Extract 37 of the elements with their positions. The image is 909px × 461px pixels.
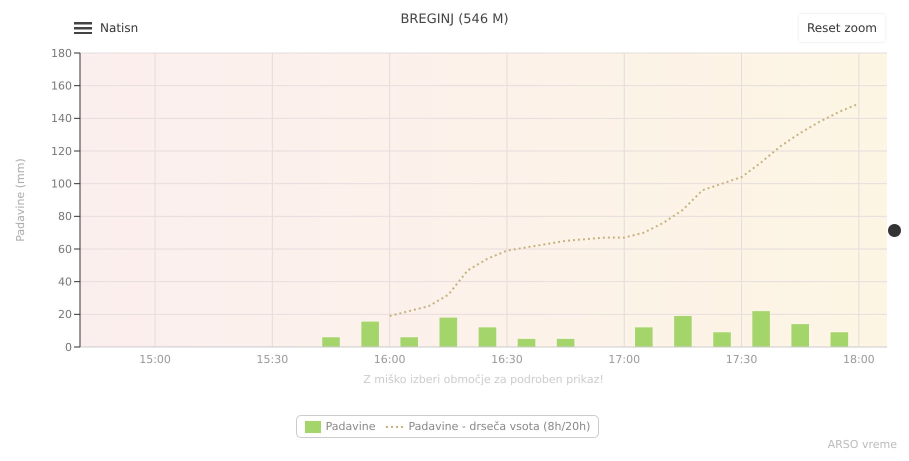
x-tick-label: 15:30 (256, 352, 288, 366)
x-tick-label: 16:00 (374, 352, 406, 366)
x-tick-label: 17:00 (608, 352, 640, 366)
y-axis-title: Padavine (mm) (14, 158, 27, 242)
x-tick-label: 16:30 (491, 352, 523, 366)
y-tick-label: 60 (58, 242, 72, 256)
bar (440, 318, 458, 347)
x-tick-label: 18:00 (842, 352, 875, 366)
legend-label: Padavine - drseča vsota (8h/20h) (408, 420, 590, 433)
y-tick-label: 40 (58, 276, 72, 289)
bar (752, 311, 770, 347)
text: Natisn (100, 21, 138, 35)
bar (556, 338, 574, 347)
y-tick-label: 180 (51, 46, 72, 60)
bar (322, 337, 340, 347)
y-tick-label: 140 (51, 112, 72, 126)
y-tick-label: 80 (58, 210, 72, 224)
y-tick-label: 160 (51, 80, 72, 93)
y-tick-label: 120 (51, 144, 72, 158)
x-tick-label: 15:00 (139, 352, 171, 366)
chart-title: BREGINJ (546 M) (400, 12, 509, 27)
bar (830, 332, 848, 347)
y-tick-label: 100 (51, 178, 72, 191)
y-tick-label: 20 (58, 308, 72, 322)
bar (635, 327, 653, 347)
bar (518, 338, 536, 347)
y-tick-label: 0 (65, 340, 72, 354)
bar (361, 322, 379, 347)
text: Reset zoom (798, 14, 885, 42)
bar (400, 337, 418, 347)
bar (674, 316, 692, 347)
bar (478, 327, 496, 347)
bar (791, 324, 810, 347)
x-tick-label: 17:30 (726, 352, 758, 366)
text: ARSO vreme (828, 438, 897, 451)
legend-label: Padavine (324, 420, 376, 433)
bar (713, 332, 731, 347)
